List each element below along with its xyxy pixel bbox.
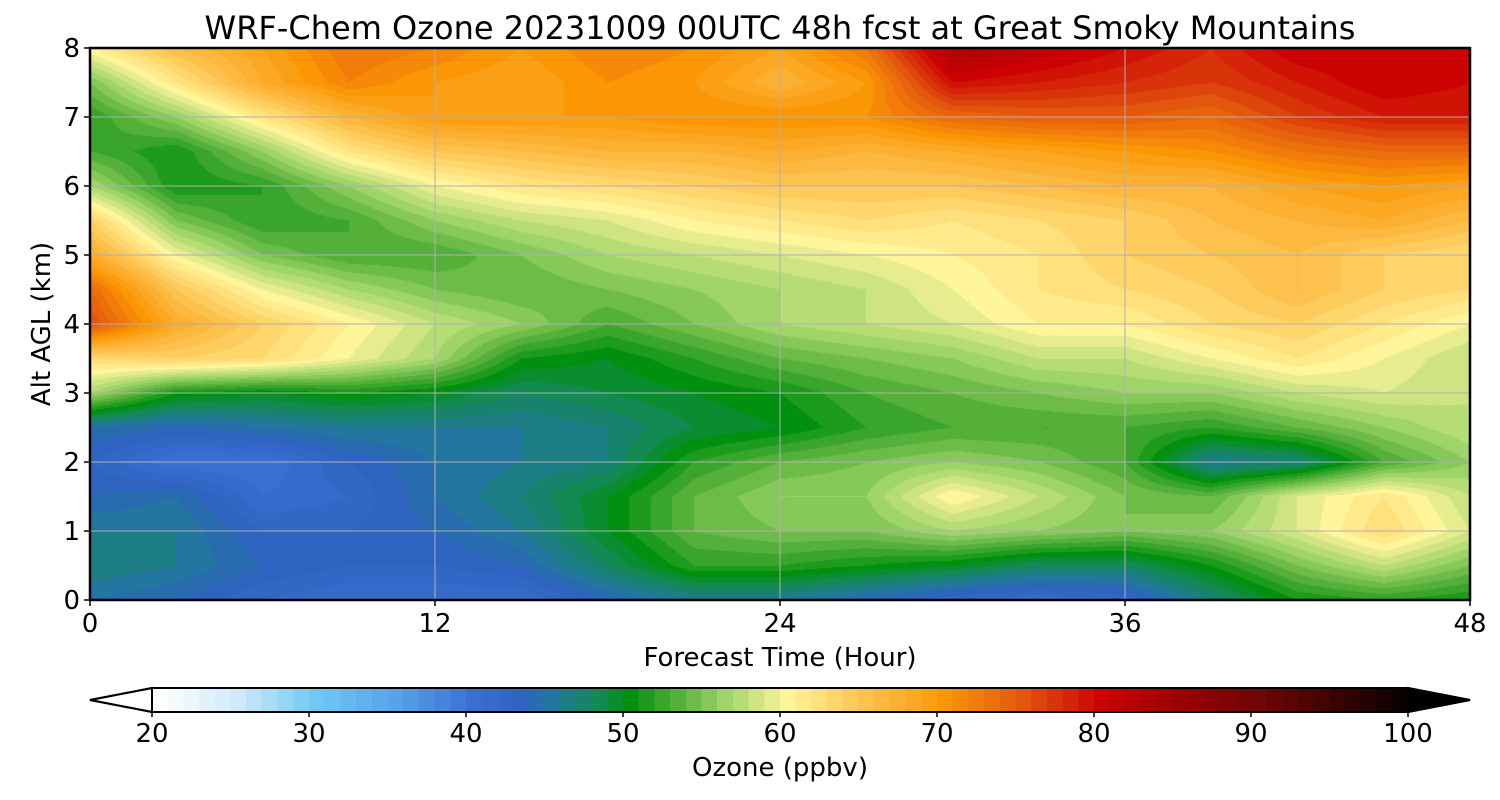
x-tick-label: 36 — [1108, 609, 1141, 639]
y-tick-label: 2 — [63, 448, 80, 478]
y-tick-label: 5 — [63, 241, 80, 271]
colorbar-tick-label: 60 — [763, 719, 796, 749]
x-tick-label: 12 — [418, 609, 451, 639]
y-tick-label: 0 — [63, 586, 80, 616]
colorbar-tick-label: 50 — [606, 719, 639, 749]
colorbar: 20 30 40 50 60 70 80 90 100 Ozone (ppbv) — [89, 686, 1471, 783]
colorbar-gradient — [152, 688, 1408, 712]
y-axis: 0 1 2 3 4 5 6 7 8 — [63, 34, 90, 616]
colorbar-tick-label: 70 — [920, 719, 953, 749]
colorbar-tick-label: 100 — [1383, 719, 1433, 749]
colorbar-ticks: 20 30 40 50 60 70 80 90 100 — [135, 712, 1433, 749]
colorbar-tick-label: 20 — [135, 719, 168, 749]
colorbar-label: Ozone (ppbv) — [692, 753, 868, 783]
colorbar-tick-label: 40 — [449, 719, 482, 749]
y-tick-label: 6 — [63, 172, 80, 202]
x-tick-label: 48 — [1453, 609, 1486, 639]
y-tick-label: 4 — [63, 310, 80, 340]
colorbar-under-arrow — [89, 686, 153, 714]
y-tick-label: 8 — [63, 34, 80, 64]
colorbar-over-arrow — [1407, 686, 1471, 714]
x-axis: 0 12 24 36 48 — [82, 600, 1487, 639]
x-axis-label: Forecast Time (Hour) — [643, 643, 916, 673]
x-tick-label: 24 — [763, 609, 796, 639]
chart-title: WRF-Chem Ozone 20231009 00UTC 48h fcst a… — [205, 9, 1356, 47]
y-tick-label: 3 — [63, 379, 80, 409]
x-tick-label: 0 — [82, 609, 99, 639]
y-tick-label: 7 — [63, 103, 80, 133]
colorbar-tick-label: 30 — [292, 719, 325, 749]
y-tick-label: 1 — [63, 517, 80, 547]
colorbar-tick-label: 80 — [1077, 719, 1110, 749]
colorbar-tick-label: 90 — [1234, 719, 1267, 749]
y-axis-label: Alt AGL (km) — [27, 242, 57, 406]
plot-area — [88, 46, 1472, 602]
